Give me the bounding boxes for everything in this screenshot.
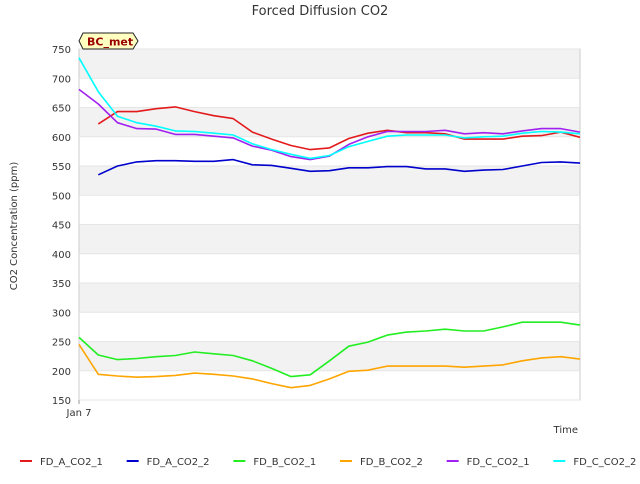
legend-item: FD_A_CO2_1 bbox=[20, 457, 103, 468]
y-axis: 150 200 250 300 350 400 450 500 550 600 650 700 750 bbox=[52, 45, 580, 407]
site-badge-box bbox=[78, 32, 139, 50]
y-tick-label: 500 bbox=[52, 191, 71, 202]
y-tick-label: 200 bbox=[52, 367, 71, 378]
y-tick-label: 550 bbox=[52, 162, 71, 173]
grid-band bbox=[79, 49, 580, 79]
series-line-fd-c-co2-2 bbox=[78, 57, 581, 160]
legend-label: FD_C_CO2_2 bbox=[573, 457, 636, 468]
grid-band bbox=[79, 253, 580, 283]
grid-band bbox=[79, 312, 580, 342]
series-line-fd-a-co2-2 bbox=[97, 158, 581, 176]
y-tick-label: 250 bbox=[52, 338, 71, 349]
grid-band bbox=[79, 195, 580, 225]
grid-band bbox=[79, 78, 580, 108]
chart-title: Forced Diffusion CO2 bbox=[252, 4, 389, 19]
site-badge-label: BC_met bbox=[87, 36, 133, 49]
series-layer bbox=[78, 57, 581, 389]
y-tick-label: 350 bbox=[52, 279, 71, 290]
x-axis-label: Time bbox=[553, 425, 578, 436]
series-line-fd-b-co2-2 bbox=[78, 343, 581, 389]
site-badge: BC_met bbox=[78, 32, 139, 50]
y-tick-label: 300 bbox=[52, 308, 71, 319]
legend-item: FD_A_CO2_2 bbox=[126, 457, 210, 468]
y-tick-label: 600 bbox=[52, 133, 71, 144]
x-axis: Jan 7 bbox=[66, 400, 92, 419]
y-tick-label: 700 bbox=[52, 74, 71, 85]
y-tick-label: 750 bbox=[52, 45, 71, 56]
grid-band bbox=[79, 224, 580, 254]
legend-item: FD_B_CO2_2 bbox=[340, 457, 423, 468]
legend-label: FD_C_CO2_1 bbox=[467, 457, 530, 468]
y-axis-label: CO2 Concentration (ppm) bbox=[9, 162, 20, 291]
grid-band bbox=[79, 283, 580, 313]
y-tick-label: 450 bbox=[52, 221, 71, 232]
grid-band bbox=[79, 107, 580, 137]
legend-label: FD_A_CO2_2 bbox=[147, 457, 210, 468]
grid-band bbox=[79, 370, 580, 400]
legend-item: FD_B_CO2_1 bbox=[233, 457, 316, 468]
legend-label: FD_B_CO2_1 bbox=[253, 457, 316, 468]
legend-label: FD_B_CO2_2 bbox=[360, 457, 423, 468]
series-line-fd-b-co2-1 bbox=[78, 321, 581, 378]
x-tick-label: Jan 7 bbox=[66, 408, 92, 419]
legend-label: FD_A_CO2_1 bbox=[40, 457, 103, 468]
series-line-fd-a-co2-1 bbox=[97, 106, 581, 151]
legend-item: FD_C_CO2_2 bbox=[553, 457, 636, 468]
legend-item: FD_C_CO2_1 bbox=[446, 457, 530, 468]
legend: FD_A_CO2_1 FD_A_CO2_2 FD_B_CO2_1 FD_B_CO2_2… bbox=[20, 457, 636, 468]
y-tick-label: 650 bbox=[52, 104, 71, 115]
y-tick-label: 400 bbox=[52, 250, 71, 261]
plot-background-bands bbox=[79, 49, 580, 400]
y-tick-label: 150 bbox=[52, 396, 71, 407]
